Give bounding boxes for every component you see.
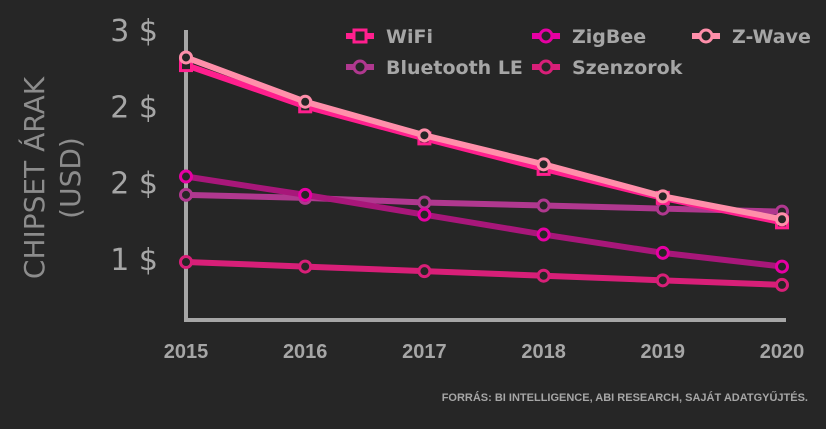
y-tick-label: 1 $ [110,243,158,278]
legend-label: WiFi [386,26,433,48]
legend-marker [352,59,368,75]
legend-label: Z-Wave [732,26,811,48]
legend-item-z-wave: Z-Wave [692,26,811,48]
data-point [655,245,670,260]
data-point [179,50,193,65]
series-layer [179,50,789,292]
data-point [536,227,551,242]
x-tick-label: 2015 [164,341,209,363]
data-point [775,277,789,292]
legend-label: ZigBee [572,26,646,48]
data-point [775,259,789,274]
legend-marker [538,59,554,75]
legend: WiFi ZigBee Z-Wave Bluetooth LE Szenzorok [346,26,811,79]
legend-marker [538,28,554,44]
data-point [417,207,432,222]
y-axis-title: CHIPSET ÁRAK (USD) [17,76,87,279]
y-axis-title-line2: (USD) [54,137,87,219]
y-axis-title-line1: CHIPSET ÁRAK [17,76,51,279]
y-tick-label: 2 $ [110,90,158,125]
legend-marker [352,28,368,44]
x-tick-label: 2017 [402,341,447,363]
data-point [417,128,432,143]
x-tick-label: 2018 [521,341,566,363]
data-point [417,195,432,210]
legend-label: Szenzorok [572,57,683,79]
series-szenzorok [179,255,789,292]
series-line-bluetooth-le [185,191,783,215]
y-tick-label: 2 $ [110,167,158,202]
data-point [298,94,313,109]
data-point [179,255,193,269]
series-line-zigbee [185,173,783,270]
series-line-szenzorok [185,259,783,288]
series-line-z-wave [184,54,783,223]
legend-item-zigbee: ZigBee [532,26,646,48]
data-point [655,273,670,288]
data-point [179,169,193,184]
y-tick-label: 3 $ [110,14,158,49]
source-note: FORRÁS: BI INTELLIGENCE, ABI RESEARCH, S… [442,391,808,404]
data-point [775,212,789,227]
y-tick-labels: 1 $ 2 $ 2 $ 3 $ [110,14,158,278]
legend-marker [698,28,714,44]
data-point [179,187,193,202]
x-tick-label: 2016 [283,341,328,363]
legend-label: Bluetooth LE [386,57,523,79]
legend-item-szenzorok: Szenzorok [532,57,683,79]
x-tick-label: 2019 [641,341,686,363]
data-point [536,198,551,213]
data-point [417,264,432,279]
x-tick-labels: 2015 2016 2017 2018 2019 2020 [164,341,805,363]
legend-item-bluetooth-le: Bluetooth LE [346,57,523,79]
data-point [536,157,551,172]
data-point [655,189,670,204]
series-z-wave [179,50,789,227]
data-point [536,268,551,283]
series-zigbee [179,169,789,274]
data-point [298,259,313,274]
x-tick-label: 2020 [760,341,805,363]
legend-item-wifi: WiFi [346,26,433,48]
data-point [298,187,313,202]
